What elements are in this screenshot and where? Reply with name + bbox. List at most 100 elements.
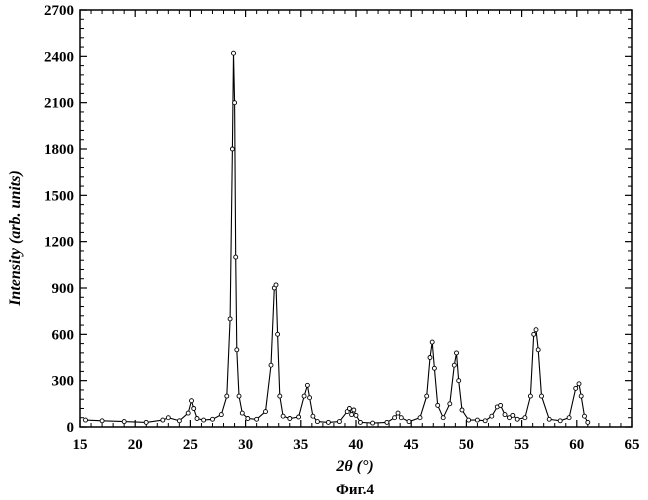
data-point: [237, 394, 241, 398]
series-line: [86, 53, 588, 423]
data-point: [523, 416, 527, 420]
data-point: [255, 417, 259, 421]
x-tick-label: 50: [459, 437, 474, 453]
data-point: [452, 363, 456, 367]
data-point: [371, 421, 375, 425]
data-point: [186, 411, 190, 415]
data-point: [547, 417, 551, 421]
data-point: [297, 415, 301, 419]
data-point: [574, 386, 578, 390]
data-point: [534, 328, 538, 332]
x-tick-label: 35: [293, 437, 308, 453]
data-point: [436, 403, 440, 407]
data-point: [305, 383, 309, 387]
data-point: [219, 413, 223, 417]
data-point: [428, 356, 432, 360]
x-tick-label: 20: [128, 437, 143, 453]
data-point: [483, 419, 487, 423]
data-point: [228, 317, 232, 321]
data-point: [100, 419, 104, 423]
data-marks: [84, 51, 590, 425]
data-point: [460, 408, 464, 412]
x-tick-label: 30: [238, 437, 253, 453]
data-point: [246, 417, 250, 421]
data-point: [233, 101, 237, 105]
data-point: [232, 51, 236, 55]
data-point: [511, 413, 515, 417]
y-tick-label: 1200: [44, 235, 74, 251]
plot-area: [80, 10, 632, 427]
data-point: [432, 366, 436, 370]
y-tick-label: 300: [52, 374, 75, 390]
data-point: [177, 419, 181, 423]
data-point: [122, 420, 126, 424]
data-point: [190, 399, 194, 403]
y-tick-label: 2700: [44, 3, 74, 19]
y-tick-label: 600: [52, 327, 75, 343]
data-point: [276, 332, 280, 336]
x-tick-label: 15: [73, 437, 88, 453]
data-point: [393, 416, 397, 420]
data-point: [347, 407, 351, 411]
data-point: [499, 403, 503, 407]
data-point: [311, 414, 315, 418]
x-tick-label: 45: [404, 437, 419, 453]
data-point: [399, 416, 403, 420]
x-tick-label: 55: [514, 437, 529, 453]
data-point: [467, 418, 471, 422]
figure-caption: Фиг.4: [336, 482, 374, 498]
data-point: [586, 420, 590, 424]
x-tick-label: 25: [183, 437, 198, 453]
data-point: [192, 407, 196, 411]
data-point: [308, 396, 312, 400]
data-point: [315, 420, 319, 424]
y-tick-label: 2100: [44, 96, 74, 112]
data-point: [350, 413, 354, 417]
x-tick-label: 60: [569, 437, 584, 453]
y-tick-label: 1500: [44, 188, 74, 204]
data-point: [515, 417, 519, 421]
data-point: [84, 418, 88, 422]
data-point: [225, 394, 229, 398]
data-point: [441, 416, 445, 420]
data-point: [567, 416, 571, 420]
axis-ticks: 1520253035404550556065030060090012001500…: [44, 3, 640, 453]
plot-frame: [80, 10, 632, 427]
data-point: [475, 418, 479, 422]
data-point: [326, 420, 330, 424]
x-axis-title: 2θ (°): [335, 458, 373, 475]
data-point: [202, 418, 206, 422]
data-point: [455, 351, 459, 355]
data-point: [536, 348, 540, 352]
data-point: [490, 414, 494, 418]
data-point: [407, 420, 411, 424]
data-point: [532, 332, 536, 336]
data-point: [166, 416, 170, 420]
data-point: [211, 417, 215, 421]
data-point: [540, 394, 544, 398]
data-point: [577, 382, 581, 386]
x-tick-label: 65: [625, 437, 640, 453]
data-point: [425, 394, 429, 398]
data-point: [302, 394, 306, 398]
data-point: [457, 379, 461, 383]
data-point: [144, 420, 148, 424]
data-point: [161, 418, 165, 422]
data-point: [281, 414, 285, 418]
data-point: [503, 413, 507, 417]
y-axis-title: Intensity (arb. units): [7, 170, 24, 307]
data-point: [234, 255, 238, 259]
y-tick-label: 1800: [44, 142, 74, 158]
data-point: [235, 348, 239, 352]
data-point: [579, 394, 583, 398]
data-point: [396, 411, 400, 415]
x-tick-label: 40: [349, 437, 364, 453]
data-point: [430, 340, 434, 344]
data-point: [264, 410, 268, 414]
y-tick-label: 0: [67, 420, 75, 436]
data-point: [240, 411, 244, 415]
y-tick-label: 2400: [44, 49, 74, 65]
data-point: [337, 420, 341, 424]
data-point: [352, 408, 356, 412]
data-point: [274, 283, 278, 287]
